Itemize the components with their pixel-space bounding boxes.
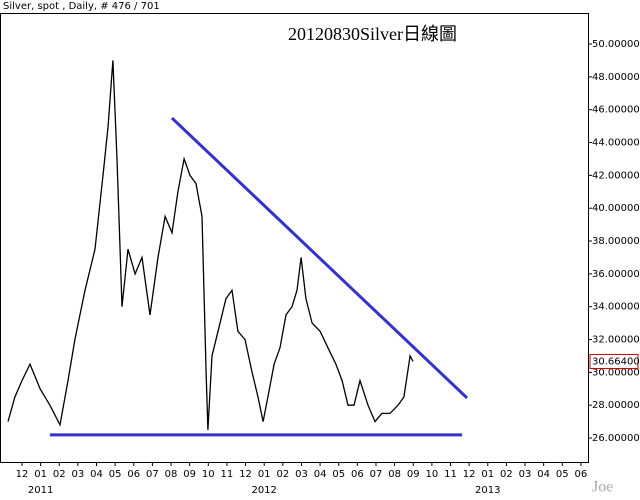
x-tick-label: 01 [481,469,494,480]
y-tick-label: 32.00000 [592,335,640,346]
x-tick-label: 07 [146,469,159,480]
x-tick-label: 05 [556,469,569,480]
price-line [7,60,414,430]
y-tick-label: 38.00000 [592,236,640,247]
year-label: 2011 [28,485,53,496]
x-tick-label: 12 [16,469,29,480]
plot-frame [0,13,589,463]
x-tick-label: 05 [332,469,345,480]
y-tick-label: 44.00000 [592,138,640,149]
x-tick-label: 02 [500,469,513,480]
x-tick-label: 09 [407,469,420,480]
x-tick-label: 04 [314,469,327,480]
last-price-box [589,353,639,369]
y-tick-label: 26.00000 [592,433,640,444]
watermark: Joe [592,479,613,496]
x-tick-label: 03 [295,469,308,480]
x-tick-label: 08 [388,469,401,480]
x-tick-label: 07 [370,469,383,480]
x-tick-label: 03 [519,469,532,480]
y-tick-label: 50.00000 [592,39,640,50]
y-tick-label: 40.00000 [592,203,640,214]
y-tick-label: 36.00000 [592,269,640,280]
x-tick-label: 11 [221,469,234,480]
x-tick-label: 02 [276,469,289,480]
x-tick-label: 02 [53,469,66,480]
year-label: 2012 [251,485,276,496]
x-tick-label: 12 [239,469,252,480]
x-tick-label: 10 [202,469,215,480]
x-tick-label: 06 [575,469,588,480]
x-tick-label: 04 [90,469,103,480]
chart-title: 20120830Silver日線圖 [288,24,457,44]
x-tick-label: 09 [183,469,196,480]
x-tick-label: 03 [72,469,85,480]
x-tick-label: 01 [34,469,47,480]
y-tick-label: 28.00000 [592,400,640,411]
x-tick-label: 11 [444,469,457,480]
x-tick-label: 06 [127,469,140,480]
y-tick-label: 30.00000 [592,367,640,378]
last-price-label: 30.66400 [592,356,640,367]
y-tick-label: 42.00000 [592,170,640,181]
y-tick-label: 46.00000 [592,105,640,116]
header: Silver, spot , Daily, # 476 / 701 [3,1,160,12]
x-tick-label: 01 [258,469,271,480]
x-tick-label: 04 [537,469,550,480]
y-tick-label: 48.00000 [592,72,640,83]
x-tick-label: 05 [109,469,122,480]
year-label: 2013 [475,485,500,496]
x-tick-label: 10 [426,469,439,480]
y-tick-label: 34.00000 [592,302,640,313]
x-tick-label: 06 [351,469,364,480]
x-tick-label: 08 [165,469,178,480]
trend-line [170,116,469,400]
x-tick-label: 12 [463,469,476,480]
